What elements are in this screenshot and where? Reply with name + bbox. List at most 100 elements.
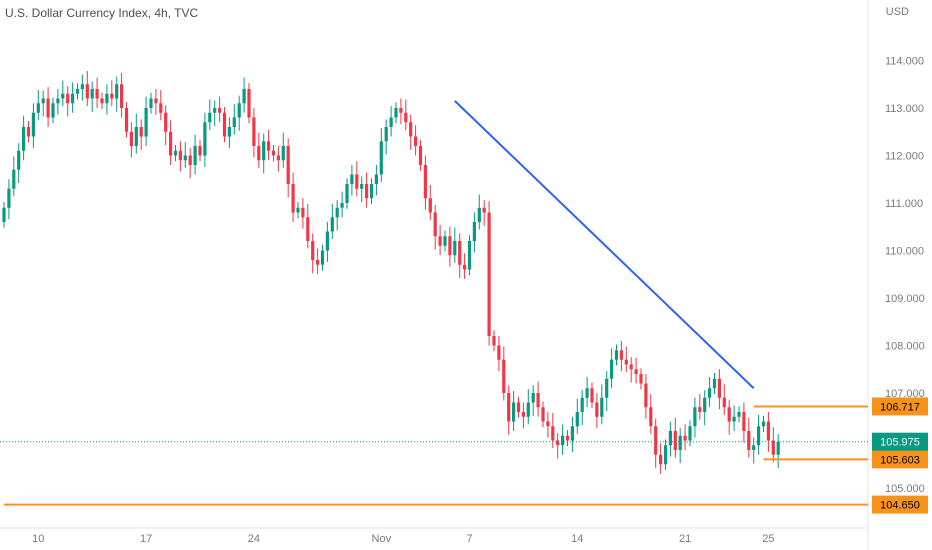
candle-body: [213, 108, 217, 113]
candle-body: [291, 184, 295, 213]
candle-body: [17, 150, 21, 170]
candle-body: [71, 93, 75, 104]
candle-body: [580, 397, 584, 412]
candle-body: [448, 236, 452, 256]
candle-body: [281, 146, 285, 161]
candle-body: [747, 431, 751, 450]
candle-body: [242, 89, 246, 104]
level-price-tag: [872, 397, 928, 416]
candle-body: [605, 378, 609, 398]
trendline: [454, 100, 755, 389]
candle-body: [41, 98, 45, 104]
candle-body: [379, 141, 383, 175]
x-tick-label: 21: [679, 533, 691, 545]
candle-body: [301, 207, 305, 218]
candle-body: [516, 402, 521, 412]
candle-body: [85, 84, 89, 99]
candle-body: [178, 150, 182, 161]
candle-body: [507, 393, 511, 422]
candle-body: [325, 231, 329, 251]
currency-label: USD: [885, 6, 909, 18]
candle-body: [453, 241, 457, 256]
candle-body: [144, 108, 148, 137]
candle-body: [556, 440, 560, 446]
y-tick-label: 112.000: [885, 151, 924, 163]
candle-body: [487, 212, 491, 336]
candle-body: [766, 421, 770, 441]
candle-body: [227, 127, 231, 137]
x-tick-label: 14: [571, 533, 583, 545]
candle-body: [433, 212, 437, 237]
level-price-label: 106.717: [880, 401, 920, 413]
y-tick-label: 111.000: [885, 198, 923, 210]
candle-body: [154, 98, 158, 104]
level-price-tag: [872, 450, 928, 469]
y-tick-label: 114.000: [885, 56, 924, 68]
candle-body: [120, 84, 124, 108]
candle-body: [654, 426, 658, 455]
candle-body: [683, 435, 687, 441]
candle-body: [438, 236, 442, 246]
candle-body: [247, 89, 251, 118]
candle-body: [742, 412, 746, 431]
candle-body: [668, 431, 672, 446]
candle-body: [286, 146, 290, 184]
candle-body: [590, 388, 594, 403]
candle-body: [541, 407, 545, 422]
candle-body: [222, 112, 227, 137]
candle-body: [546, 421, 550, 427]
candle-body: [463, 264, 467, 270]
candle-body: [203, 122, 207, 156]
candle-body: [732, 416, 736, 422]
candle-body: [159, 103, 163, 113]
candle-body: [56, 98, 60, 104]
level-price-label: 105.603: [880, 454, 920, 466]
candle-body: [531, 393, 535, 403]
x-tick-label: 7: [466, 533, 472, 545]
candle-body: [7, 188, 11, 208]
candle-body: [561, 435, 565, 446]
candle-body: [394, 108, 398, 118]
candle-body: [737, 412, 741, 417]
candle-body: [644, 383, 648, 408]
candle-body: [164, 112, 168, 132]
candle-body: [271, 150, 276, 156]
candle-body: [95, 89, 99, 99]
candle-body: [634, 369, 638, 374]
candle-body: [311, 241, 315, 260]
x-tick-label: 24: [248, 533, 260, 545]
candle-body: [492, 336, 496, 346]
candle-body: [384, 127, 388, 142]
candle-body: [90, 89, 94, 99]
candle-body: [443, 236, 447, 246]
candle-body: [26, 127, 31, 137]
candle-body: [100, 98, 104, 104]
candle-body: [575, 412, 579, 427]
candle-body: [776, 441, 780, 455]
candle-body: [551, 426, 555, 441]
candle-body: [262, 141, 266, 161]
chart-title: U.S. Dollar Currency Index, 4h, TVC: [5, 6, 199, 20]
x-tick-label: 17: [140, 533, 152, 545]
candle-body: [51, 103, 55, 118]
candle-body: [703, 397, 707, 412]
candle-body: [36, 103, 40, 113]
candle-body: [134, 127, 138, 146]
candle-body: [722, 397, 726, 408]
candle-body: [75, 89, 80, 94]
candle-body: [639, 374, 643, 384]
candle-body: [124, 108, 129, 132]
candle-body: [477, 207, 481, 222]
candle-body: [399, 108, 403, 113]
x-tick-label: 25: [762, 533, 774, 545]
candle-body: [659, 454, 663, 465]
y-tick-label: 107.000: [885, 388, 925, 400]
candle-body: [12, 169, 16, 189]
candle-body: [139, 127, 143, 137]
y-tick-label: 113.000: [885, 103, 924, 115]
candle-body: [404, 112, 408, 123]
candle-body: [66, 93, 70, 104]
candle-body: [31, 112, 35, 137]
